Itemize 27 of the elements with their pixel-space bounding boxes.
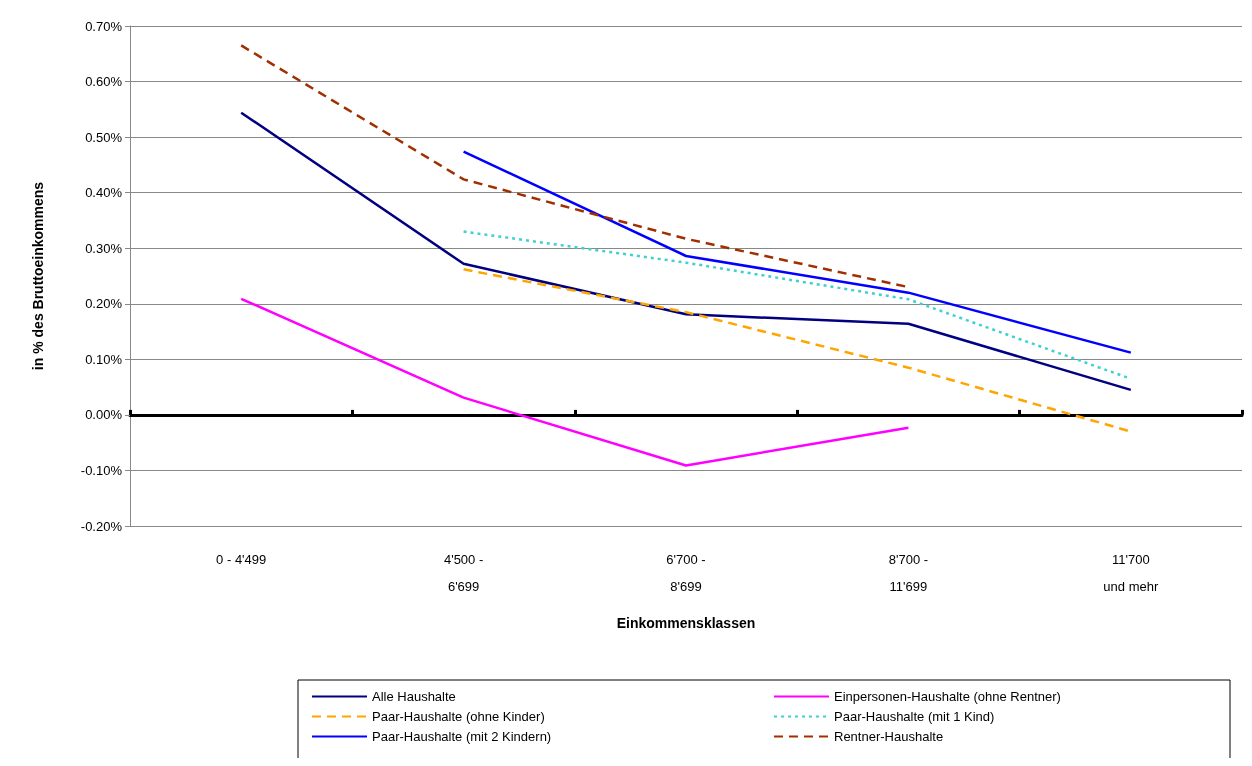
x-axis-title: Einkommensklassen [616, 615, 756, 631]
legend-label: Paar-Haushalte (ohne Kinder) [372, 709, 545, 724]
y-tick-label: 0.40% [85, 185, 123, 201]
y-tick-label: 0.30% [85, 240, 123, 256]
y-tick-label: 0.70% [85, 18, 123, 34]
line-series [239, 111, 1133, 392]
legend-label: Rentner-Haushalte [834, 729, 944, 744]
legend-label: Einpersonen-Haushalte (ohne Rentner) [834, 689, 1061, 704]
legend-label: Paar-Haushalte (mit 2 Kindern) [372, 729, 552, 744]
line-series [462, 150, 1133, 354]
y-tick-label: 0.50% [85, 129, 123, 145]
legend-label: Paar-Haushalte (mit 1 Kind) [834, 709, 995, 724]
y-tick-label: 0.10% [85, 351, 123, 367]
legend-label: Alle Haushalte [372, 689, 456, 704]
y-tick-label: 0.60% [85, 74, 123, 90]
x-tick-label: 6'700 - 8'699 [666, 552, 706, 594]
x-tick-label: 8'700 - 11'699 [888, 552, 929, 594]
y-tick-label: -0.10% [80, 462, 123, 478]
y-tick-label: 0.00% [85, 407, 123, 423]
x-tick-label: 0 - 4'499 [216, 552, 267, 567]
y-tick-label: -0.20% [80, 518, 123, 534]
line-series [239, 297, 910, 467]
line-series [462, 230, 1133, 381]
y-axis-title: in % des Bruttoeinkommens [30, 181, 46, 371]
x-tick-label: 11'700 und mehr [1103, 552, 1159, 594]
y-tick-label: 0.20% [85, 296, 123, 312]
x-tick-label: 4'500 - 6'699 [443, 552, 484, 594]
